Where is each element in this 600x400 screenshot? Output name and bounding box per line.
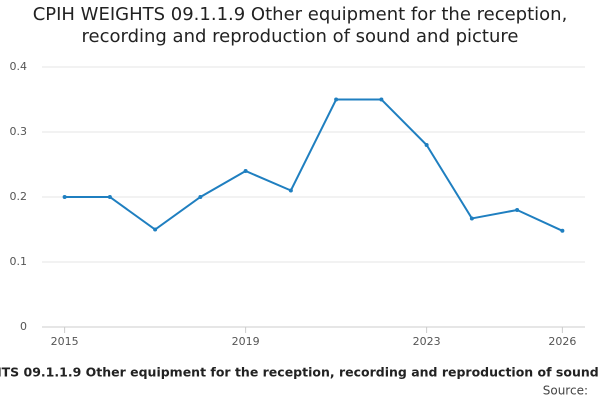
data-point [243, 169, 248, 173]
data-point [515, 208, 520, 212]
y-tick-label: 0.3 [10, 125, 28, 138]
chart-title: CPIH WEIGHTS 09.1.1.9 Other equipment fo… [32, 4, 568, 47]
data-point [153, 227, 158, 232]
x-axis-title: CPIH WEIGHTS 09.1.1.9 Other equipment fo… [0, 365, 600, 380]
y-tick-label: 0.4 [10, 60, 28, 73]
x-tick-label: 2019 [232, 335, 260, 348]
data-point [469, 216, 474, 221]
data-point [198, 195, 203, 199]
source: Source: [543, 384, 588, 398]
data-point [560, 228, 565, 233]
y-tick-label: 0.1 [10, 255, 28, 268]
data-point [288, 188, 293, 193]
x-tick-label: 2026 [548, 335, 576, 348]
series-line [64, 98, 563, 232]
data-point [107, 195, 112, 199]
data-point [424, 143, 429, 147]
y-tick-label: 0 [20, 320, 27, 333]
data-point [62, 195, 67, 199]
x-tick-label: 2015 [51, 335, 79, 348]
x-tick-label: 2023 [413, 335, 441, 348]
y-tick-label: 0.2 [10, 190, 28, 203]
data-point [379, 97, 384, 102]
title-box: CPIH WEIGHTS 09.1.1.9 Other equipment fo… [32, 4, 568, 47]
data-point [334, 97, 339, 102]
